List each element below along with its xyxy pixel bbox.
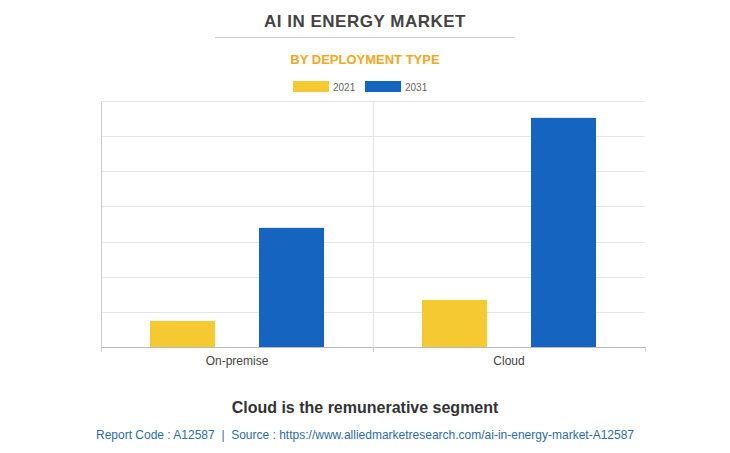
- title: AI IN ENERGY MARKET: [264, 12, 466, 31]
- bar: [150, 321, 215, 347]
- x-tick: [373, 347, 374, 352]
- background: [0, 0, 730, 453]
- x-tick: [101, 347, 102, 352]
- x-tick: [645, 347, 646, 352]
- y-axis-line: [101, 101, 102, 347]
- title-rule: [215, 37, 515, 38]
- subtitle: BY DEPLOYMENT TYPE: [290, 52, 440, 67]
- legend-label: 2021: [333, 82, 356, 93]
- x-tick-label: On-premise: [206, 354, 269, 368]
- legend-swatch: [365, 81, 401, 92]
- bar: [422, 300, 487, 347]
- legend-label: 2031: [405, 82, 428, 93]
- caption: Cloud is the remunerative segment: [232, 399, 499, 416]
- source: Report Code : A12587 | Source : https://…: [96, 428, 634, 442]
- chart: AI IN ENERGY MARKET BY DEPLOYMENT TYPE 202…: [0, 0, 730, 453]
- bar: [259, 228, 324, 347]
- legend-swatch: [293, 81, 329, 92]
- category-separator: [373, 101, 374, 352]
- bar: [531, 118, 596, 347]
- x-tick-label: Cloud: [493, 354, 524, 368]
- bars: [150, 118, 596, 347]
